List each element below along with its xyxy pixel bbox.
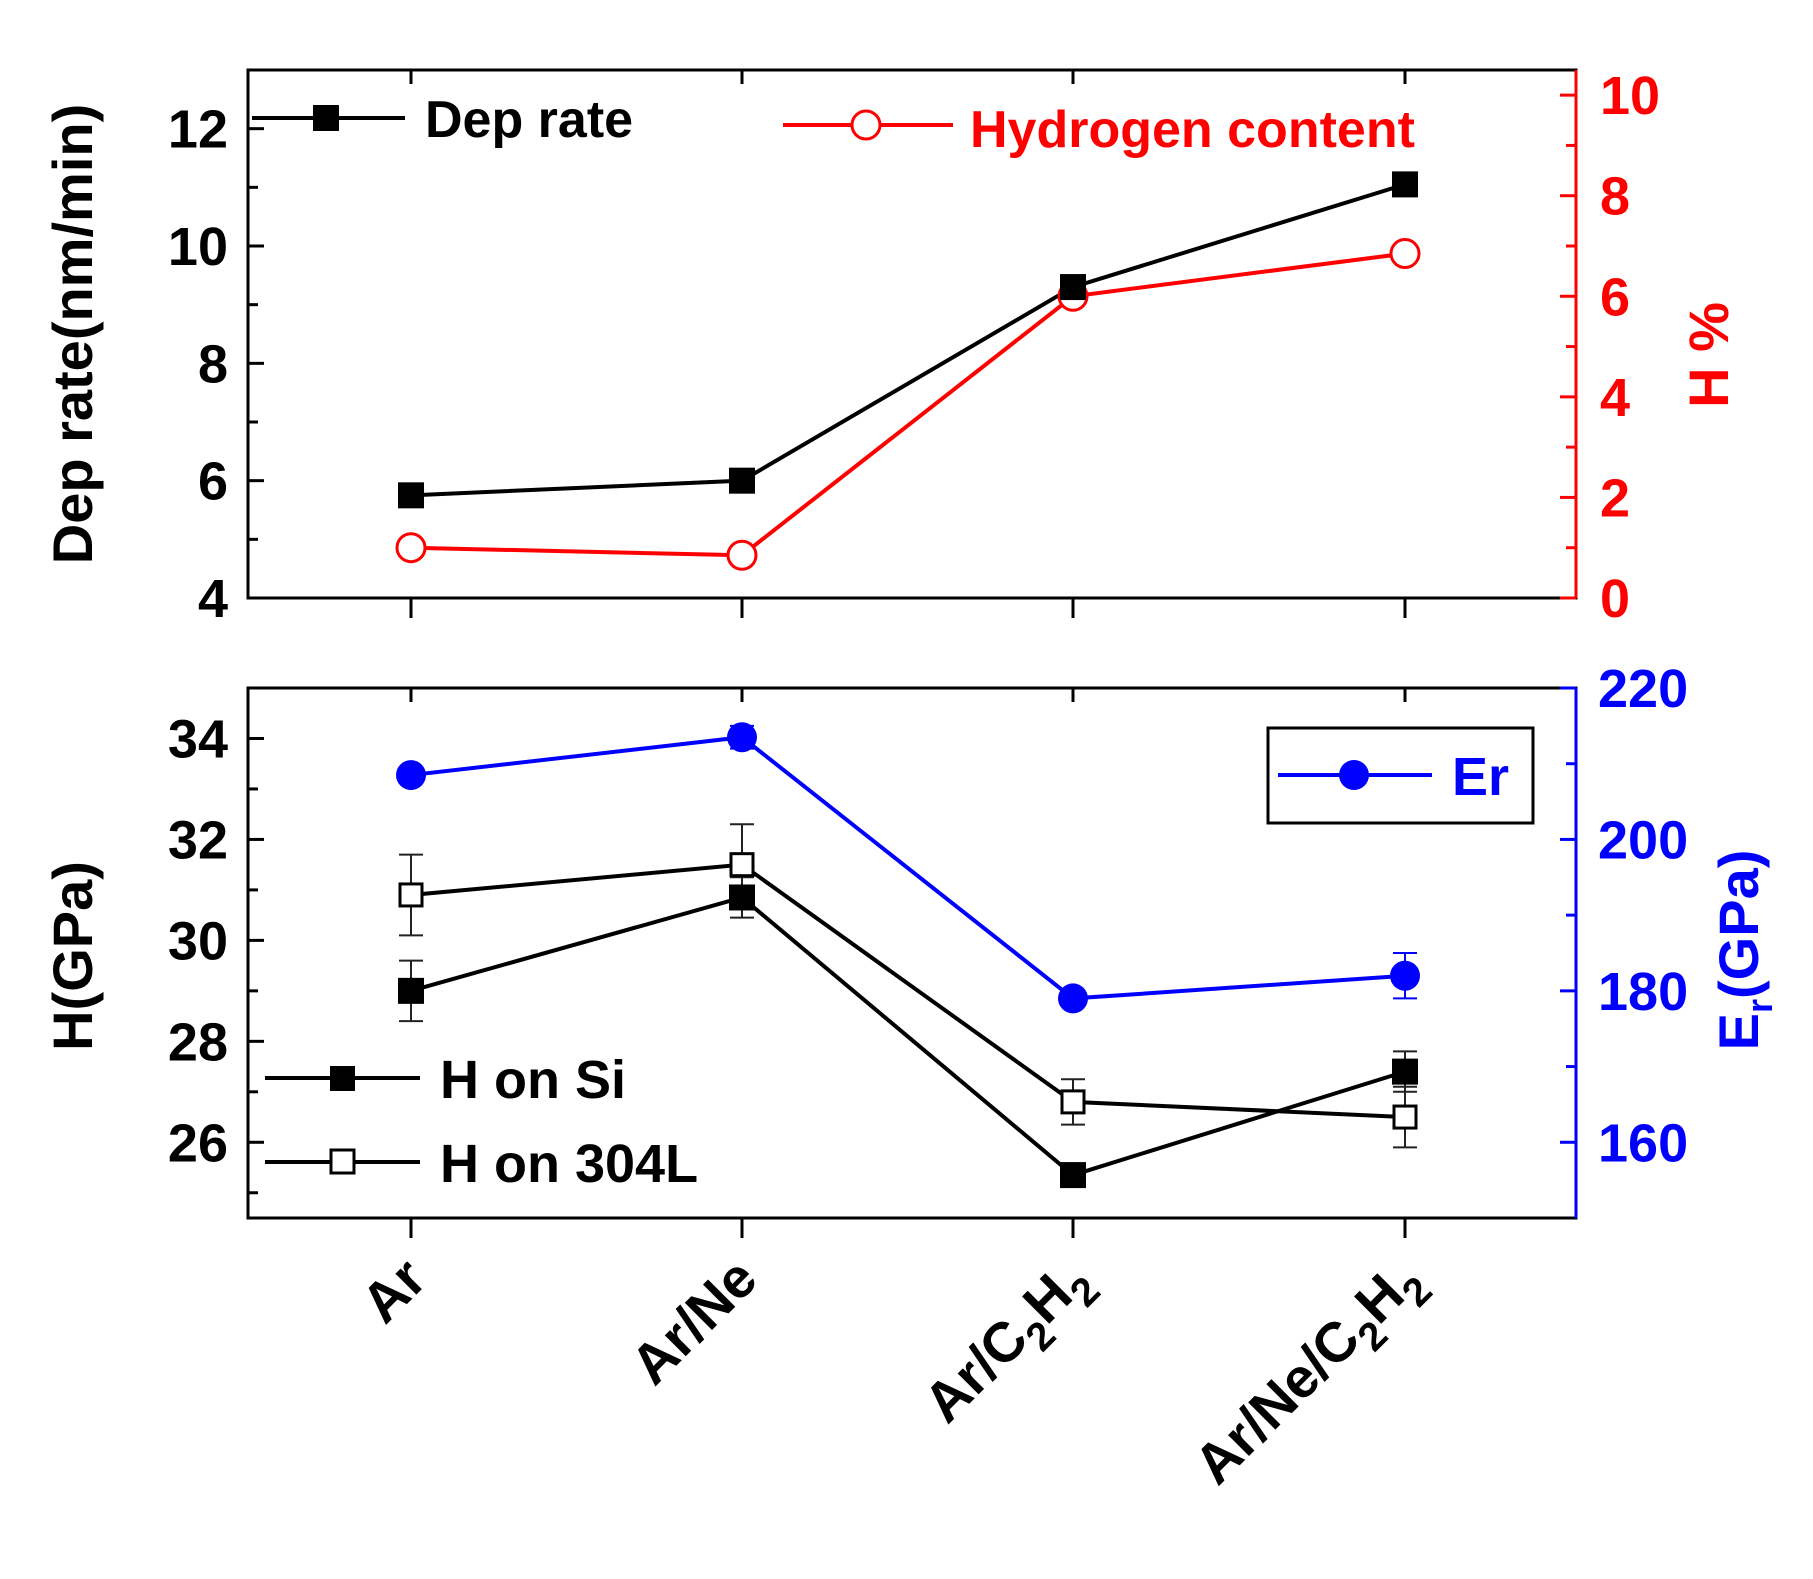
legend-dep-rate-marker	[313, 105, 339, 131]
legend-dep-rate: Dep rate	[252, 91, 633, 149]
legend-er-marker	[1339, 760, 1369, 790]
er-point	[727, 722, 757, 753]
legend-dep-rate-label: Dep rate	[425, 91, 633, 149]
legend-er-label: Er	[1452, 747, 1509, 807]
hydrogen-content-point	[1389, 238, 1421, 270]
bottom-left-tick-label: 26	[168, 1113, 228, 1173]
bottom-left-tick-label: 28	[168, 1012, 228, 1072]
bottom-right-tick-label: 200	[1598, 810, 1688, 870]
bottom-right-tick-label: 220	[1598, 659, 1688, 719]
legend-hydrogen-marker	[850, 109, 882, 141]
er-point	[1390, 960, 1420, 991]
hydrogen-content-point	[395, 532, 427, 564]
top-left-tick-label: 10	[168, 217, 228, 277]
top-right-tick-label: 8	[1600, 167, 1630, 227]
h-on-si-point	[729, 884, 755, 911]
bottom-right-tick-label: 160	[1598, 1113, 1688, 1173]
h-on-si-line	[410, 895, 1406, 1178]
top-left-tick-label: 6	[198, 452, 228, 512]
top-panel: 4 6 8 10 12 0 2 4 6 8 10 Dep rate(nm/min) H % Dep…	[41, 66, 1740, 629]
x-category-label: Ar/Ne	[618, 1246, 768, 1396]
x-category-label: Ar/Ne/C2H2	[1182, 1246, 1441, 1505]
dep-rate-point	[729, 467, 755, 494]
legend-h-on-304l-label: H on 304L	[440, 1134, 698, 1194]
x-category-label-base: Ar/Ne	[618, 1246, 768, 1396]
top-left-tick-label: 4	[198, 569, 228, 629]
h-on-304l-point	[729, 852, 755, 878]
h-on-si-point	[1392, 1058, 1418, 1085]
h-on-304l-line	[410, 862, 1406, 1120]
er-axis-title-base: E	[1707, 1013, 1770, 1050]
er-point	[1058, 983, 1088, 1014]
x-category-label: Ar	[349, 1246, 438, 1335]
dep-rate-point	[1060, 274, 1086, 301]
h-on-304l-point	[1392, 1104, 1418, 1130]
top-left-tick-label: 12	[168, 100, 228, 160]
er-axis-title-rest: (GPa)	[1707, 850, 1770, 999]
bottom-left-axis-title: H(GPa)	[41, 861, 104, 1051]
bottom-right-tick-label: 180	[1598, 962, 1688, 1022]
dep-rate-point	[1392, 171, 1418, 198]
h-on-si-point	[1060, 1162, 1086, 1189]
bottom-left-tick-label: 34	[168, 709, 228, 769]
bottom-left-tick-label: 30	[168, 911, 228, 971]
legend-h-on-si-label: H on Si	[440, 1050, 626, 1110]
h-on-si-point	[398, 977, 424, 1004]
hydrogen-content-line	[410, 251, 1406, 558]
bottom-right-axis-title: Er(GPa)	[1707, 850, 1780, 1051]
hydrogen-content-point	[726, 539, 758, 571]
top-right-axis-title: H %	[1677, 302, 1740, 408]
er-axis-title-sub: r	[1739, 999, 1780, 1013]
dep-rate-line	[410, 182, 1406, 498]
top-left-tick-label: 8	[198, 334, 228, 394]
top-right-tick-label: 4	[1600, 368, 1630, 428]
top-right-tick-label: 2	[1600, 468, 1630, 528]
h-on-304l-point	[398, 882, 424, 908]
top-right-tick-label: 6	[1600, 267, 1630, 327]
legend-h-on-si-marker	[330, 1066, 355, 1091]
x-category-label-base: Ar/Ne/C	[1182, 1306, 1372, 1496]
legend-er: Er	[1266, 726, 1535, 825]
x-category-label-base: Ar	[349, 1246, 438, 1335]
top-left-axis-title: Dep rate(nm/min)	[41, 104, 104, 565]
legend-hydrogen-content: Hydrogen content	[783, 101, 1415, 159]
dep-rate-point	[398, 482, 424, 509]
legend-h-on-si: H on Si	[265, 1050, 626, 1110]
h-on-304l-point	[1060, 1089, 1086, 1115]
er-line	[410, 735, 1406, 1001]
legend-h-on-304l: H on 304L	[265, 1134, 698, 1194]
top-right-tick-label: 0	[1600, 569, 1630, 629]
x-category-label: Ar/C2H2	[911, 1246, 1108, 1443]
legend-hydrogen-label: Hydrogen content	[970, 101, 1415, 159]
er-point	[396, 760, 426, 791]
legend-h-on-304l-marker	[329, 1148, 356, 1175]
top-right-tick-label: 10	[1600, 66, 1660, 126]
x-category-labels: Ar Ar/Ne Ar/C2H2 Ar/Ne/C2H2	[349, 1246, 1441, 1505]
bottom-left-tick-label: 32	[168, 810, 228, 870]
